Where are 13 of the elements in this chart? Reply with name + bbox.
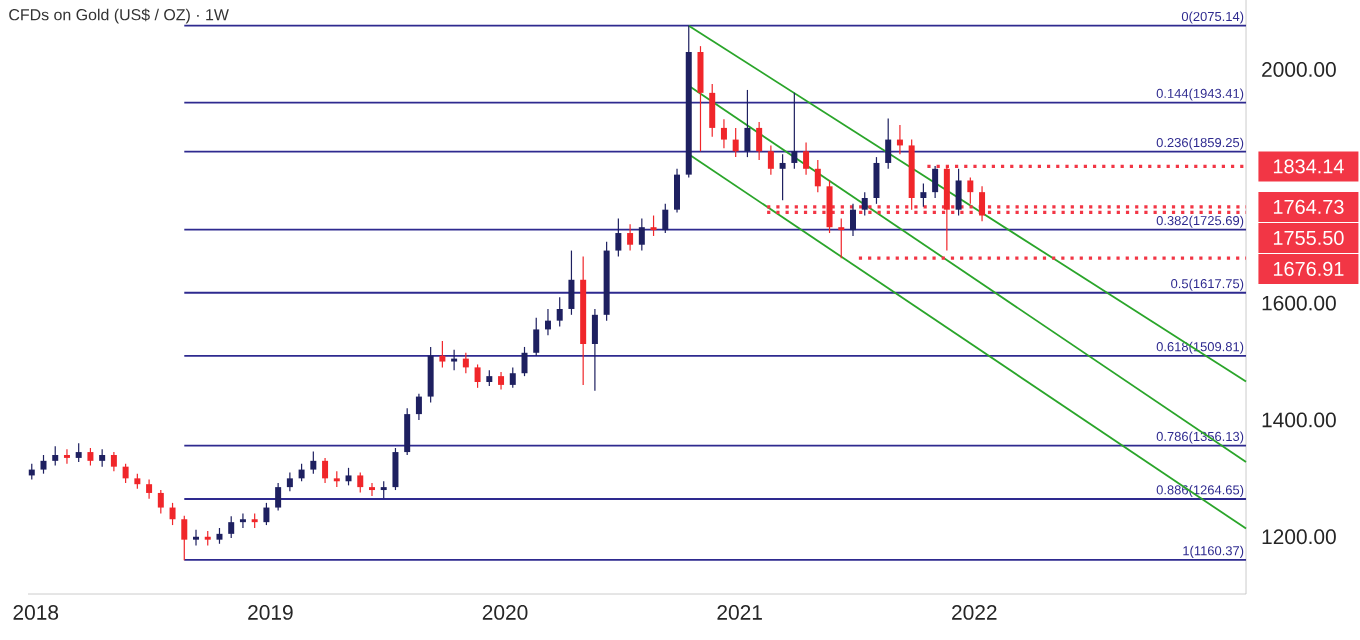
series-label: 1676.91 — [1273, 261, 1344, 276]
y-tick-label: 2000.00 — [1262, 62, 1336, 77]
y-tick-label: 1200.00 — [1262, 529, 1336, 545]
y-tick-label: 1400.00 — [1262, 412, 1336, 428]
x-tick-label: 2018 — [13, 605, 59, 620]
series-label: 1764.73 — [1273, 199, 1344, 214]
x-tick-label: 2020 — [482, 605, 528, 620]
x-tick-label: 2021 — [717, 605, 762, 620]
x-tick-label: 2022 — [952, 605, 997, 620]
y-tick-label: 1600.00 — [1262, 295, 1336, 311]
series-label: 1834.14 — [1273, 159, 1344, 174]
x-tick-label: 2019 — [248, 605, 293, 620]
series-label: 1755.50 — [1273, 230, 1344, 245]
